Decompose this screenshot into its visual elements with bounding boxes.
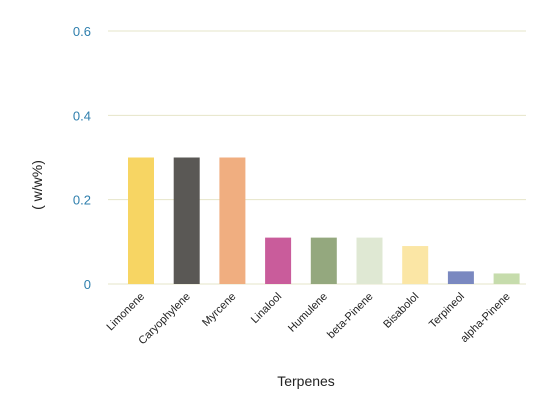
y-tick-label: 0.6 bbox=[73, 24, 91, 39]
x-axis-title: Terpenes bbox=[277, 373, 335, 389]
x-tick-label: beta-Pinene bbox=[325, 291, 375, 341]
y-axis-title: ( w/w%) bbox=[29, 160, 45, 210]
x-tick-label: Bisabolol bbox=[381, 291, 421, 331]
y-tick-label: 0 bbox=[84, 277, 91, 292]
x-tick-label: Limonene bbox=[104, 291, 147, 334]
bars bbox=[128, 157, 520, 284]
bar-alpha-pinene bbox=[493, 273, 520, 284]
x-tick-label: Myrcene bbox=[200, 291, 238, 329]
bar-myrcene bbox=[219, 157, 246, 284]
y-tick-label: 0.2 bbox=[73, 193, 91, 208]
bar-beta-pinene bbox=[356, 237, 383, 284]
bar-bisabolol bbox=[402, 246, 429, 284]
bar-linalool bbox=[265, 237, 292, 284]
x-tick-label: Linalool bbox=[249, 291, 284, 326]
y-tick-label: 0.4 bbox=[73, 108, 91, 123]
bar-humulene bbox=[310, 237, 337, 284]
x-tick-label: Terpineol bbox=[427, 291, 467, 331]
x-tick-label: Humulene bbox=[286, 291, 330, 335]
y-tick-labels: 0 0.2 0.4 0.6 bbox=[73, 24, 91, 292]
bar-terpineol bbox=[447, 271, 474, 284]
bar-caryophylene bbox=[173, 157, 200, 284]
bar-limonene bbox=[128, 157, 154, 284]
